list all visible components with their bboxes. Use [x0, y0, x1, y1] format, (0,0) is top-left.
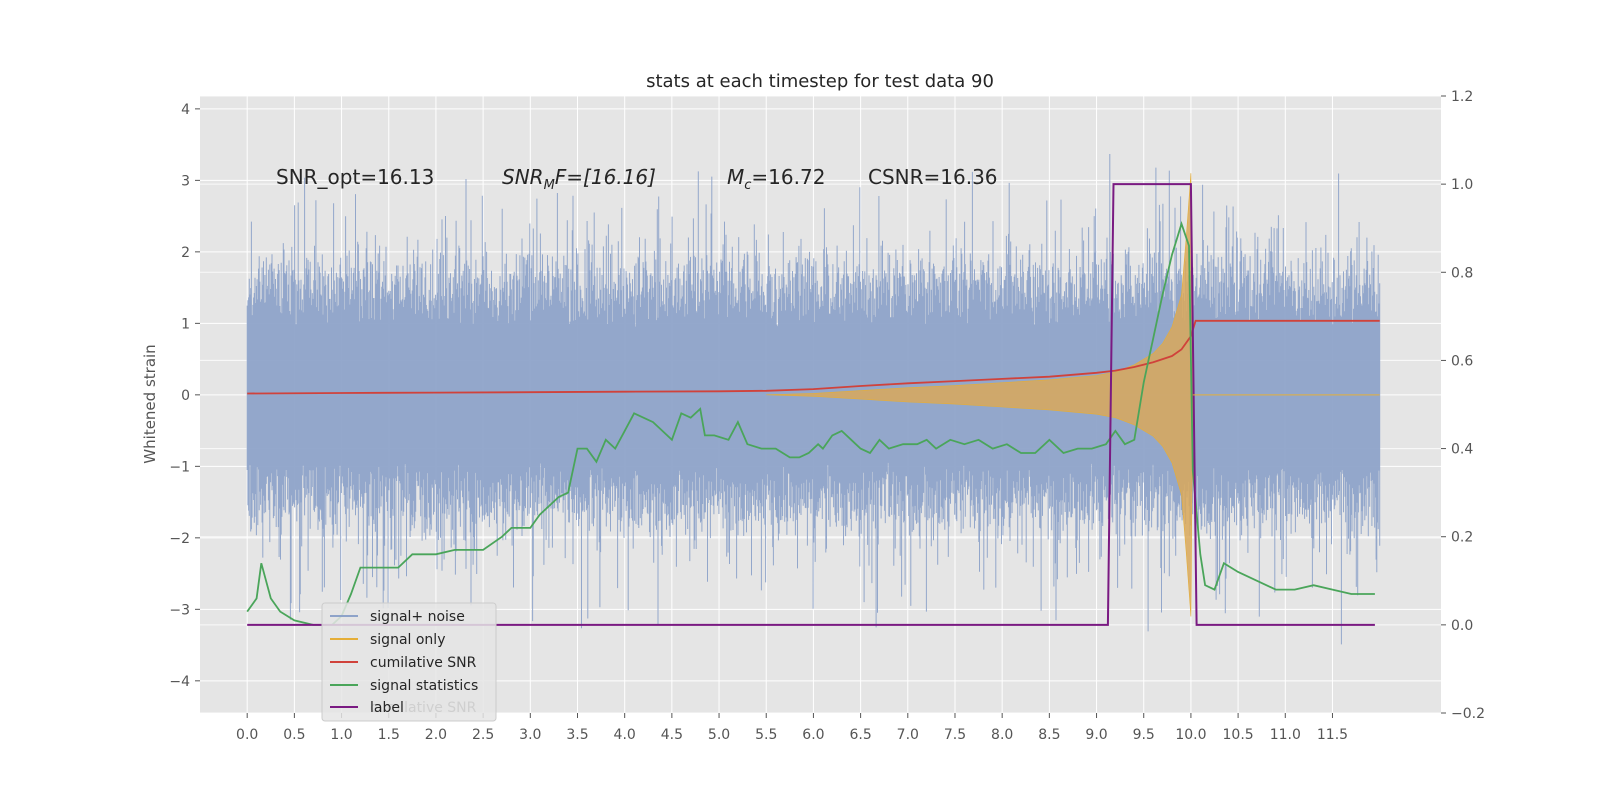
y2-tick-label: 0.4 [1451, 442, 1473, 458]
x-tick-label: 10.5 [1223, 727, 1254, 743]
x-tick-label: 3.5 [566, 727, 588, 743]
x-tick-label: 1.0 [330, 727, 352, 743]
y-tick-label: −2 [169, 531, 190, 547]
x-tick-label: 7.0 [897, 727, 919, 743]
x-tick-label: 5.0 [708, 727, 730, 743]
legend-label-cumilative-snr: cumilative SNR [370, 655, 477, 671]
x-tick-label: 0.5 [283, 727, 305, 743]
legend-label-signal-only: signal only [370, 632, 445, 648]
legend-box [321, 602, 497, 722]
legend-label-signal-statistics: signal statistics [370, 678, 478, 694]
x-tick-label: 2.0 [425, 727, 447, 743]
legend-label-label: label [370, 700, 404, 716]
y-axis-ticks: 4 3 2 1 0 −1 −2 −3 −4 [169, 102, 200, 690]
x-tick-label: 2.5 [472, 727, 494, 743]
annotations: SNR_opt=16.13 SNRMF=[16.16] Mc=16.72 CSN… [276, 165, 998, 193]
x-tick-label: 0.0 [236, 727, 258, 743]
x-tick-label: 11.5 [1317, 727, 1348, 743]
x-tick-label: 4.0 [614, 727, 636, 743]
y-tick-label: 2 [181, 245, 190, 261]
series-layer [246, 154, 1381, 645]
chart-title: stats at each timestep for test data 90 [646, 71, 994, 92]
y2-tick-label: 0.8 [1451, 265, 1473, 281]
x-tick-label: 6.0 [802, 727, 824, 743]
legend-ghost-text: cumilative SNR [370, 700, 477, 716]
y-tick-label: 4 [181, 102, 190, 118]
x-tick-label: 1.5 [378, 727, 400, 743]
y-tick-label: −1 [169, 459, 190, 475]
x-tick-label: 10.0 [1175, 727, 1206, 743]
y2-tick-label: 0.0 [1451, 618, 1473, 634]
annotation-snr-opt: SNR_opt=16.13 [276, 165, 434, 189]
x-tick-label: 6.5 [849, 727, 871, 743]
x-tick-label: 4.5 [661, 727, 683, 743]
x-tick-label: 9.0 [1085, 727, 1107, 743]
y-tick-label: 1 [181, 316, 190, 332]
legend: cumilative SNR signal+ noise signal only… [321, 602, 497, 722]
y-tick-label: 0 [181, 388, 190, 404]
y-axis-label: Whitened strain [141, 344, 159, 463]
series-signal-statistics [246, 220, 1375, 626]
y2-tick-label: 0.2 [1451, 530, 1473, 546]
x-tick-label: 7.5 [944, 727, 966, 743]
y2-axis-ticks: 1.2 1.0 0.8 0.6 0.4 0.2 0.0 −0.2 [1441, 89, 1485, 722]
legend-label-signal-noise: signal+ noise [370, 609, 465, 625]
x-tick-label: 8.5 [1038, 727, 1060, 743]
x-tick-label: 3.0 [519, 727, 541, 743]
x-tick-label: 9.5 [1133, 727, 1155, 743]
series-label [247, 183, 1375, 626]
y-tick-label: 3 [181, 173, 190, 189]
y-tick-label: −3 [169, 602, 190, 618]
y-tick-label: −4 [169, 674, 190, 690]
x-tick-label: 8.0 [991, 727, 1013, 743]
x-tick-label: 11.0 [1270, 727, 1301, 743]
annotation-mc: Mc=16.72 [727, 165, 825, 193]
x-axis-ticks: 0.0 0.5 1.0 1.5 2.0 2.5 3.0 3.5 4.0 4.5 5.0 5.5 6.0 6… [236, 713, 1348, 743]
annotation-snr-mf: SNRMF=[16.16] [502, 165, 656, 193]
y2-tick-label: 1.0 [1451, 177, 1473, 193]
series-cumilative-snr [247, 319, 1380, 395]
x-tick-label: 5.5 [755, 727, 777, 743]
series-signal-noise [246, 154, 1381, 645]
annotation-csnr: CSNR=16.36 [868, 165, 998, 189]
y2-tick-label: −0.2 [1451, 706, 1485, 722]
y2-tick-label: 1.2 [1451, 89, 1473, 105]
y2-tick-label: 0.6 [1451, 353, 1473, 369]
